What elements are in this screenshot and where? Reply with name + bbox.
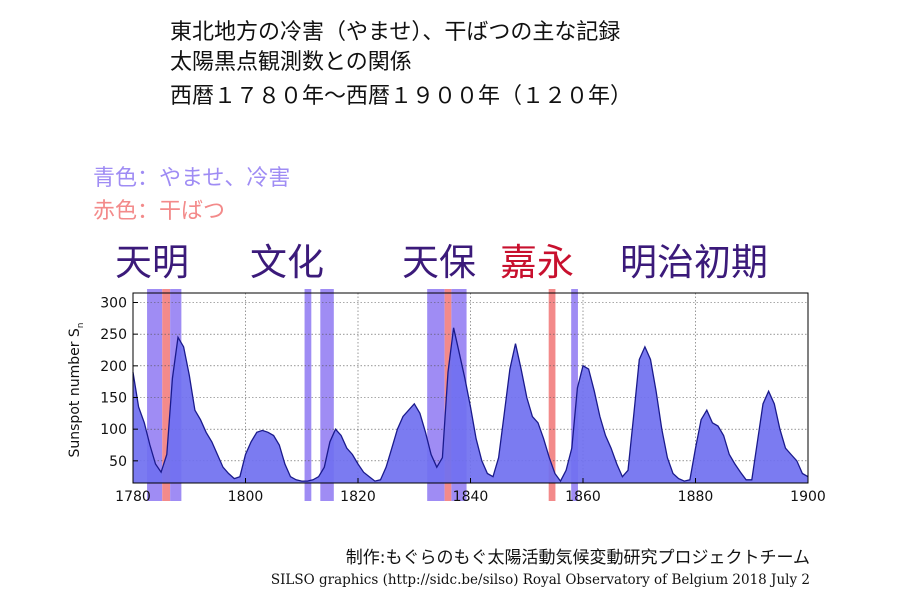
x-tick-label-1880: 1880 <box>678 489 714 505</box>
y-axis-label: Sunspot number Sn <box>67 322 86 457</box>
x-tick-label-1900: 1900 <box>790 489 826 505</box>
band-cold-5 <box>427 289 445 501</box>
y-tick-label-150: 150 <box>100 391 127 407</box>
x-tick-label-1860: 1860 <box>565 489 601 505</box>
band-cold-3 <box>304 289 312 501</box>
ticks-layer: 1780 1800 1820 1840 1860 1880 1900 50 100 150 200 2… <box>100 296 826 506</box>
era-label-tenpo: 天保 <box>402 241 476 284</box>
band-cold-9 <box>571 289 578 501</box>
y-tick-label-250: 250 <box>100 327 127 343</box>
x-tick-label-1820: 1820 <box>340 489 376 505</box>
area-layer <box>132 327 809 483</box>
y-tick-label-100: 100 <box>100 422 127 438</box>
era-label-kaei: 嘉永 <box>500 241 574 284</box>
sunspot-line <box>132 327 809 483</box>
x-tick-label-1800: 1800 <box>228 489 264 505</box>
silso-credit: SILSO graphics (http://sidc.be/silso) Ro… <box>270 572 810 588</box>
band-drought-8 <box>548 289 556 501</box>
era-label-bunka: 文化 <box>250 241 324 284</box>
x-tick-label-1840: 1840 <box>453 489 489 505</box>
y-tick-label-200: 200 <box>100 359 127 375</box>
legend-drought: 赤色：干ばつ <box>93 199 226 224</box>
band-drought-1 <box>162 289 171 501</box>
title-line-3: 西暦１７８０年〜西暦１９００年（１２０年） <box>170 84 633 109</box>
legend-cold: 青色：やませ、冷害 <box>93 166 291 191</box>
title-line-1: 東北地方の冷害（やませ）、干ばつの主な記録 <box>170 20 621 45</box>
y-tick-label-50: 50 <box>109 454 127 470</box>
x-tick-label-1780: 1780 <box>115 489 151 505</box>
title-line-2: 太陽黒点観測数との関係 <box>170 50 412 75</box>
era-label-tenmei: 天明 <box>115 241 189 284</box>
y-axis-label-subscript: n <box>76 322 86 328</box>
sunspot-area <box>133 327 808 483</box>
era-label-meiji: 明治初期 <box>620 241 768 284</box>
credit-line: 制作:もぐらのもぐ太陽活動気候変動研究プロジェクトチーム <box>345 548 810 568</box>
y-tick-label-300: 300 <box>100 296 127 312</box>
